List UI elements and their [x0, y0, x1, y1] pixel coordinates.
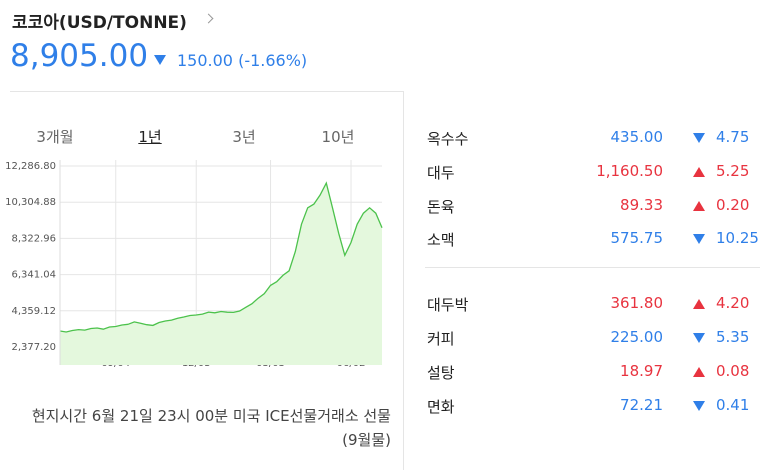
commodity-price: 89.33	[620, 196, 663, 214]
direction-arrow	[693, 333, 705, 343]
commodity-change: 0.41	[716, 396, 750, 414]
divider	[10, 91, 403, 92]
commodity-price: 1,160.50	[596, 162, 663, 180]
y-tick-label: 10,304.88	[5, 197, 56, 208]
commodity-name[interactable]: 옥수수	[427, 130, 469, 148]
commodity-change: 0.08	[716, 362, 750, 380]
divider	[403, 91, 404, 470]
footer: 현지시간 6월 21일 23시 00분 미국 ICE선물거래소 선물(9월물)	[31, 407, 391, 449]
commodity-price: 435.00	[610, 128, 664, 146]
commodity-name[interactable]: 소맥	[427, 231, 455, 249]
direction-arrow	[693, 401, 705, 411]
direction-arrow	[693, 299, 705, 309]
area-fill	[60, 183, 382, 365]
commodity-price: 225.00	[610, 328, 664, 346]
direction-arrow	[693, 167, 705, 177]
commodity-name[interactable]: 커피	[427, 330, 455, 348]
commodity-name[interactable]: 대두	[427, 164, 455, 182]
direction-arrow	[693, 234, 705, 244]
direction-arrow	[693, 133, 705, 143]
line	[59, 181, 383, 333]
commodity-price: 361.80	[610, 294, 664, 312]
commodity-name[interactable]: 설탕	[427, 364, 455, 382]
commodity-price: 72.21	[620, 396, 663, 414]
change: 150.00 (-1.66%)	[177, 51, 308, 70]
commodity-change: 4.75	[716, 128, 750, 146]
commodity-change: 10.25	[716, 229, 759, 247]
divider	[425, 267, 760, 268]
title[interactable]: 코코아(USD/TONNE)	[12, 13, 187, 33]
commodity-change: 5.25	[716, 162, 750, 180]
tab[interactable]: 1년	[138, 128, 162, 146]
commodity-price: 18.97	[620, 362, 663, 380]
commodity-name[interactable]: 면화	[427, 398, 455, 416]
price: 8,905.00	[10, 38, 149, 74]
commodity-change: 5.35	[716, 328, 750, 346]
chart: 2,377.20 4,359.12 6,341.04 8,322.96 10,304.8…	[5, 160, 383, 369]
commodity-change: 4.20	[716, 294, 750, 312]
commodity-name[interactable]: 돈육	[427, 198, 455, 216]
y-tick-label: 8,322.96	[11, 233, 56, 244]
y-tick-label: 2,377.20	[11, 342, 56, 353]
commodity-name[interactable]: 대두박	[427, 296, 469, 314]
direction-arrow	[154, 55, 166, 65]
tab[interactable]: 10년	[321, 128, 355, 146]
commodity-price: 575.75	[610, 229, 664, 247]
tab[interactable]: 3개월	[36, 128, 74, 146]
direction-arrow	[693, 201, 705, 211]
y-tick-label: 12,286.80	[5, 161, 56, 172]
tab[interactable]: 3년	[232, 128, 256, 146]
commodity-change: 0.20	[716, 196, 750, 214]
y-tick-label: 4,359.12	[11, 306, 56, 317]
direction-arrow	[693, 367, 705, 377]
y-tick-label: 6,341.04	[11, 270, 56, 281]
